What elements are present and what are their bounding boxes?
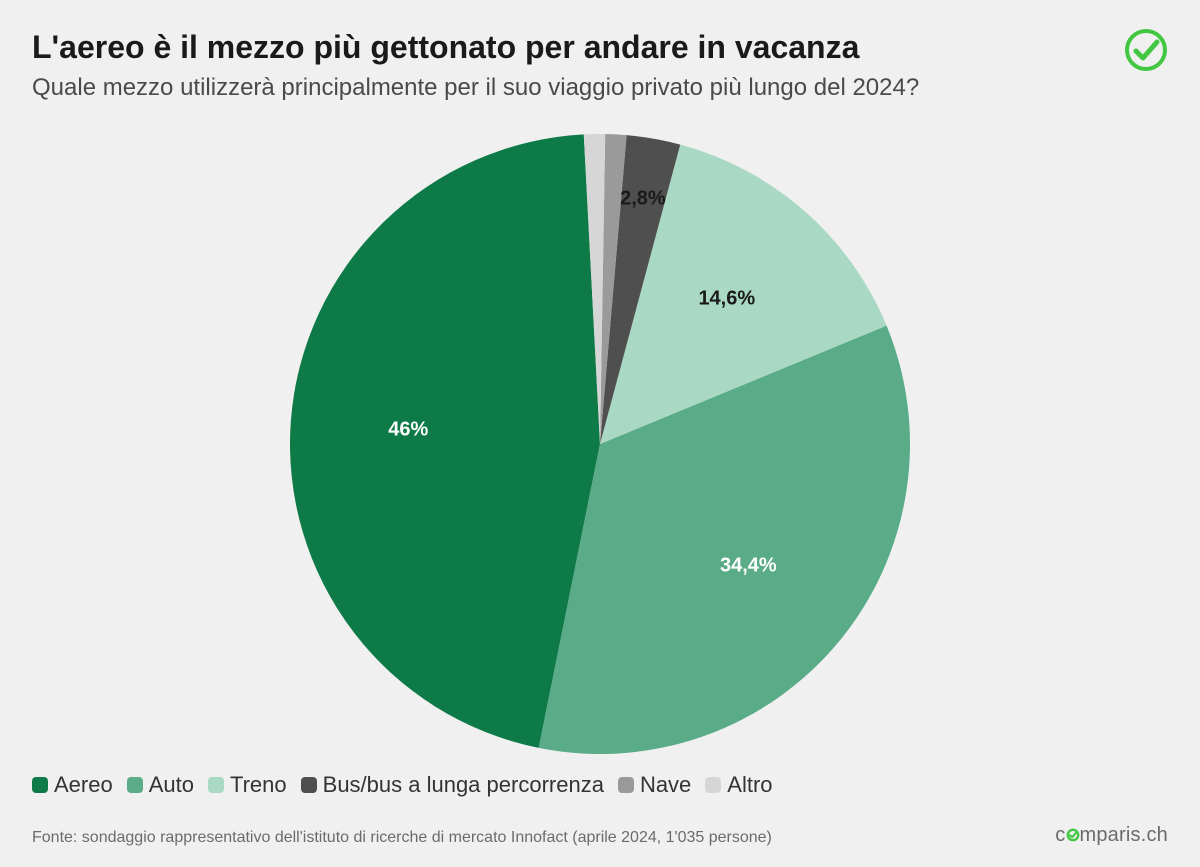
checkmark-logo-icon — [1124, 28, 1168, 77]
legend: Aereo Auto Treno Bus/bus a lunga percorrenz… — [32, 772, 1168, 798]
legend-swatch — [32, 777, 48, 793]
legend-swatch — [618, 777, 634, 793]
legend-swatch — [705, 777, 721, 793]
pie-chart: 46% 34,4% 14,6% 2,8% — [290, 134, 910, 754]
slice-label-bus: 2,8% — [620, 188, 666, 211]
source-text: Fonte: sondaggio rappresentativo dell'is… — [32, 829, 772, 847]
legend-item: Aereo — [32, 772, 113, 798]
brand-pre: c — [1055, 824, 1065, 846]
legend-item: Bus/bus a lunga percorrenza — [301, 772, 604, 798]
legend-label: Nave — [640, 772, 691, 798]
legend-item: Auto — [127, 772, 194, 798]
legend-label: Bus/bus a lunga percorrenza — [323, 772, 604, 798]
brand-label: c mparis.ch — [1055, 824, 1168, 847]
pie-slice-aereo — [290, 134, 600, 747]
slice-label-auto: 34,4% — [720, 554, 777, 577]
legend-label: Auto — [149, 772, 194, 798]
legend-swatch — [208, 777, 224, 793]
legend-label: Altro — [727, 772, 772, 798]
brand-post: mparis.ch — [1080, 824, 1169, 846]
chart-title: L'aereo è il mezzo più gettonato per and… — [32, 28, 1168, 66]
slice-label-treno: 14,6% — [698, 288, 755, 311]
chart-subtitle: Quale mezzo utilizzerà principalmente pe… — [32, 72, 1168, 103]
legend-item: Nave — [618, 772, 691, 798]
chart-canvas: L'aereo è il mezzo più gettonato per and… — [0, 0, 1200, 867]
footer: Fonte: sondaggio rappresentativo dell'is… — [32, 824, 1168, 847]
legend-label: Aereo — [54, 772, 113, 798]
legend-item: Altro — [705, 772, 772, 798]
slice-label-aereo: 46% — [388, 418, 428, 441]
chart-area: 46% 34,4% 14,6% 2,8% — [32, 134, 1168, 754]
legend-swatch — [127, 777, 143, 793]
header: L'aereo è il mezzo più gettonato per and… — [32, 28, 1168, 104]
legend-label: Treno — [230, 772, 287, 798]
legend-item: Treno — [208, 772, 287, 798]
brand-o-icon — [1066, 824, 1080, 847]
legend-swatch — [301, 777, 317, 793]
